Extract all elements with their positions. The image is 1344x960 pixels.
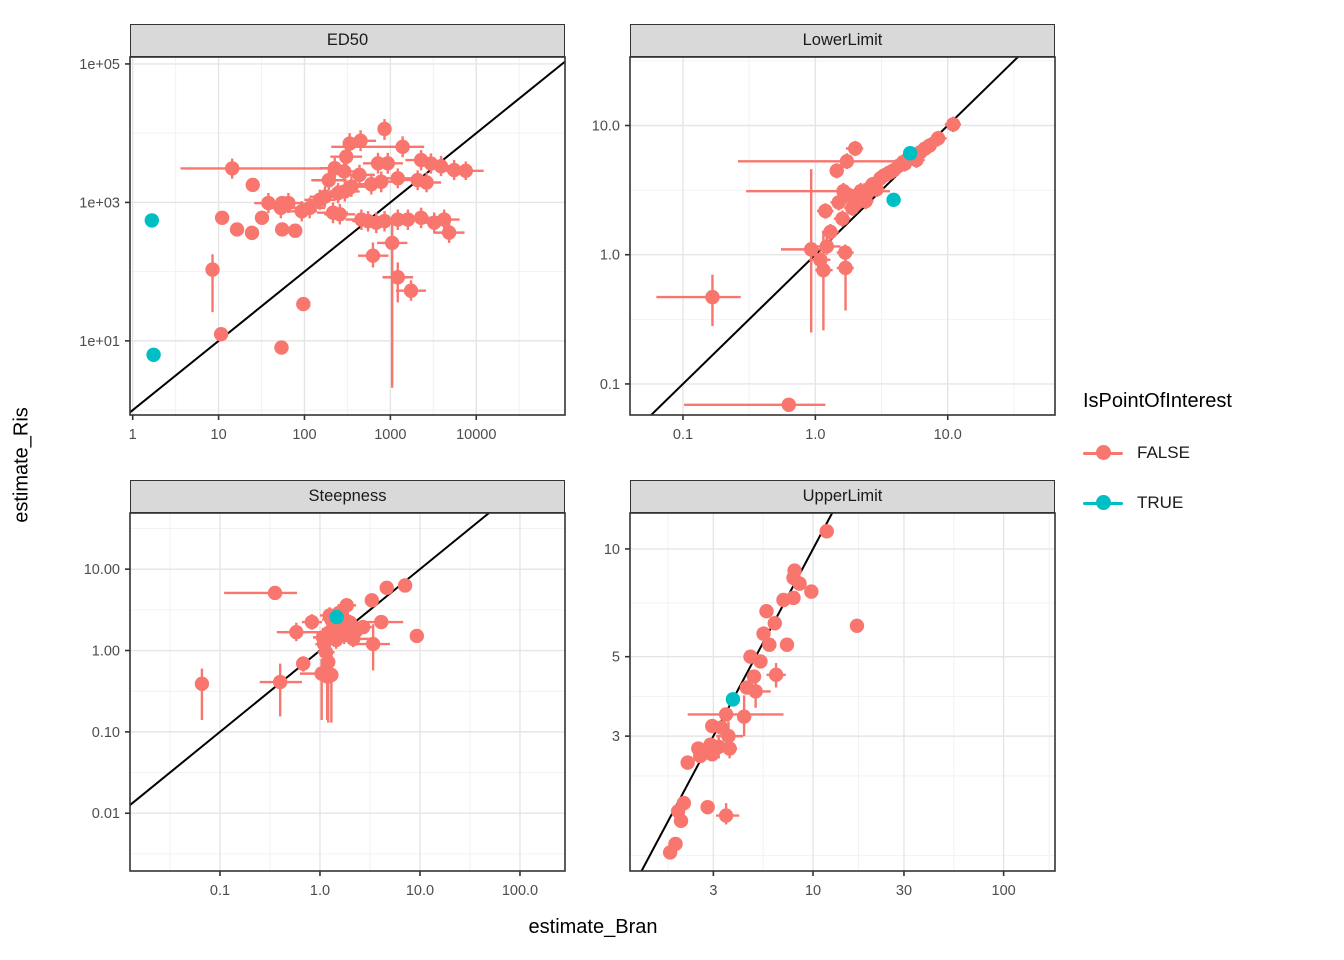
facet-strip-steepness: Steepness — [130, 480, 565, 513]
svg-text:10.00: 10.00 — [84, 562, 120, 578]
facet-title-upperlimit: UpperLimit — [802, 487, 883, 505]
y-axis-title: estimate_Ris — [10, 407, 33, 523]
svg-text:10: 10 — [805, 883, 821, 899]
legend-key-false-icon — [1083, 439, 1123, 467]
svg-text:1e+05: 1e+05 — [79, 57, 120, 73]
svg-text:1.0: 1.0 — [805, 427, 825, 443]
legend-entry-true: TRUE — [1083, 489, 1333, 517]
svg-text:3: 3 — [709, 883, 717, 899]
legend: IsPointOfInterest FALSE TRUE — [1083, 390, 1333, 539]
legend-label-true: TRUE — [1137, 493, 1184, 512]
svg-text:3: 3 — [612, 729, 620, 745]
svg-text:0.10: 0.10 — [92, 725, 120, 741]
svg-text:0.1: 0.1 — [210, 883, 230, 899]
svg-text:1.00: 1.00 — [92, 644, 120, 660]
facet-title-ed50: ED50 — [326, 31, 369, 49]
svg-text:5: 5 — [612, 650, 620, 666]
svg-text:100: 100 — [992, 883, 1016, 899]
svg-text:10.0: 10.0 — [934, 427, 962, 443]
legend-label-false: FALSE — [1137, 443, 1190, 462]
svg-text:1e+01: 1e+01 — [79, 334, 120, 350]
svg-text:1: 1 — [129, 427, 137, 443]
facet-title-lowerlimit: LowerLimit — [802, 31, 883, 49]
svg-text:10000: 10000 — [456, 427, 496, 443]
legend-entry-false: FALSE — [1083, 439, 1333, 467]
svg-text:0.01: 0.01 — [92, 806, 120, 822]
svg-text:30: 30 — [896, 883, 912, 899]
svg-text:100: 100 — [292, 427, 316, 443]
svg-text:10: 10 — [604, 542, 620, 558]
svg-text:0.1: 0.1 — [673, 427, 693, 443]
svg-text:1e+03: 1e+03 — [79, 195, 120, 211]
svg-text:0.1: 0.1 — [600, 377, 620, 393]
svg-text:100.0: 100.0 — [502, 883, 538, 899]
facet-strip-ed50: ED50 — [130, 24, 565, 57]
x-axis-title: estimate_Bran — [528, 916, 658, 938]
legend-title: IsPointOfInterest — [1083, 390, 1232, 412]
svg-text:10: 10 — [211, 427, 227, 443]
svg-text:1.0: 1.0 — [310, 883, 330, 899]
facet-title-steepness: Steepness — [308, 487, 387, 505]
svg-text:1000: 1000 — [374, 427, 406, 443]
svg-text:10.0: 10.0 — [592, 119, 620, 135]
legend-key-true-icon — [1083, 489, 1123, 517]
svg-text:1.0: 1.0 — [600, 248, 620, 264]
svg-text:10.0: 10.0 — [406, 883, 434, 899]
